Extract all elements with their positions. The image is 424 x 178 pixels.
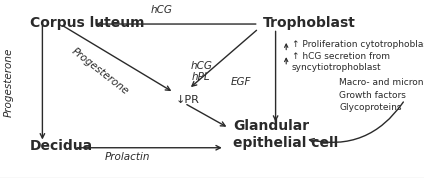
Text: hCG
hPL: hCG hPL bbox=[190, 61, 212, 82]
Text: Growth factors: Growth factors bbox=[339, 91, 406, 100]
Text: Glycoproteins: Glycoproteins bbox=[339, 103, 402, 112]
Text: Macro- and micronutrients: Macro- and micronutrients bbox=[339, 78, 424, 87]
FancyArrowPatch shape bbox=[310, 102, 403, 143]
Text: ↑ hCG secretion from: ↑ hCG secretion from bbox=[292, 52, 390, 61]
Text: hCG: hCG bbox=[150, 5, 172, 15]
Text: ↑ Proliferation cytotrophoblast: ↑ Proliferation cytotrophoblast bbox=[292, 40, 424, 49]
Text: syncytiotrophoblast: syncytiotrophoblast bbox=[292, 63, 381, 72]
Text: EGF: EGF bbox=[231, 77, 251, 87]
Text: Decidua: Decidua bbox=[30, 139, 93, 153]
Text: Prolactin: Prolactin bbox=[104, 152, 150, 162]
Text: Progesterone: Progesterone bbox=[69, 46, 130, 96]
Text: ↓PR: ↓PR bbox=[176, 95, 200, 105]
Text: Glandular
epithelial cell: Glandular epithelial cell bbox=[233, 119, 338, 150]
Text: Trophoblast: Trophoblast bbox=[263, 16, 356, 30]
Text: Progesterone: Progesterone bbox=[3, 47, 14, 117]
Text: Corpus luteum: Corpus luteum bbox=[30, 16, 144, 30]
